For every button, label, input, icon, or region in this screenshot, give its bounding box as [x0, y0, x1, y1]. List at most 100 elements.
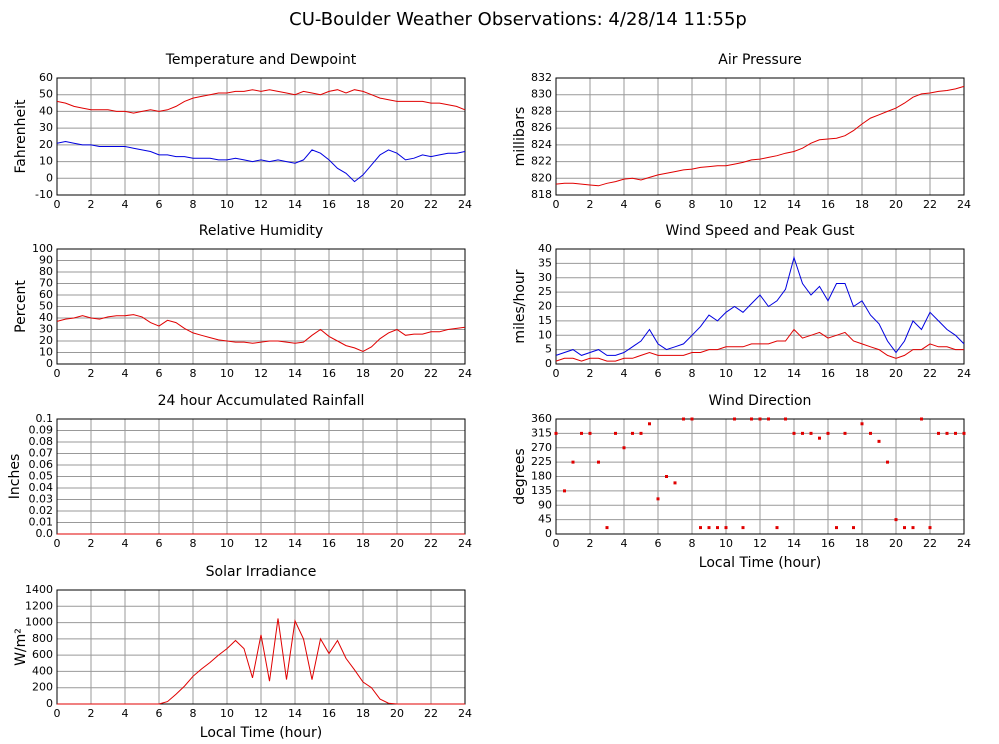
chart-title: Air Pressure [718, 52, 801, 68]
y-tick-label: 90 [39, 254, 53, 267]
scatter-point [690, 417, 694, 421]
x-tick-label: 12 [254, 367, 268, 380]
scatter-point [962, 431, 966, 435]
x-tick-label: 14 [288, 367, 302, 380]
scatter-point [911, 526, 915, 530]
x-tick-label: 16 [322, 367, 336, 380]
x-tick-label: 6 [655, 367, 662, 380]
scatter-point [639, 431, 643, 435]
y-tick-label: 30 [538, 271, 552, 284]
x-tick-label: 6 [655, 537, 662, 550]
y-tick-label: 50 [39, 300, 53, 313]
x-tick-label: 0 [54, 367, 61, 380]
x-tick-label: 2 [587, 198, 594, 211]
y-tick-label: 30 [39, 121, 53, 134]
x-tick-label: 18 [356, 367, 370, 380]
y-tick-label: 10 [39, 155, 53, 168]
y-tick-label: 5 [545, 343, 552, 356]
y-tick-label: 820 [531, 171, 552, 184]
y-tick-label: 225 [531, 455, 552, 468]
x-tick-label: 0 [54, 707, 61, 720]
scatter-point [954, 431, 957, 435]
y-tick-label: 135 [531, 484, 552, 497]
x-tick-label: 8 [689, 367, 696, 380]
y-tick-label: 0.06 [29, 458, 54, 471]
scatter-point [597, 460, 600, 464]
series-line [56, 89, 466, 114]
y-axis-label: W/m² [13, 628, 29, 666]
y-tick-label: 0.04 [29, 481, 54, 494]
y-tick-label: 35 [538, 256, 552, 269]
scatter-point [843, 431, 847, 435]
x-tick-label: 18 [356, 198, 370, 211]
scatter-point [877, 439, 881, 443]
y-tick-label: 1400 [25, 583, 53, 596]
scatter-point [733, 417, 736, 421]
scatter-point [928, 526, 932, 530]
x-tick-label: 10 [719, 537, 733, 550]
chart-title: Solar Irradiance [206, 564, 317, 580]
scatter-point [571, 460, 575, 464]
y-tick-label: 30 [39, 323, 53, 336]
scatter-point [835, 526, 838, 530]
y-tick-label: 60 [39, 71, 53, 84]
scatter-point [792, 431, 796, 435]
scatter-point [554, 431, 558, 435]
y-tick-label: 822 [531, 155, 552, 168]
y-tick-label: 40 [39, 311, 53, 324]
x-tick-label: 4 [122, 198, 129, 211]
x-tick-label: 20 [390, 198, 404, 211]
x-tick-label: 24 [957, 198, 971, 211]
chart-title: Relative Humidity [199, 223, 323, 239]
scatter-point [750, 417, 753, 421]
series-line [56, 140, 466, 183]
x-tick-label: 16 [322, 198, 336, 211]
x-tick-label: 16 [322, 707, 336, 720]
y-tick-label: 100 [32, 242, 53, 255]
x-tick-label: 16 [821, 367, 835, 380]
x-tick-label: 18 [356, 707, 370, 720]
x-tick-label: 14 [787, 367, 801, 380]
x-tick-label: 20 [889, 367, 903, 380]
x-axis-label: Local Time (hour) [200, 725, 322, 741]
scatter-point [716, 526, 719, 530]
scatter-point [937, 431, 940, 435]
y-axis-label: Fahrenheit [13, 99, 29, 174]
plot-frame [56, 248, 466, 365]
y-axis-label: miles/hour [512, 269, 528, 343]
x-tick-label: 2 [88, 707, 95, 720]
x-tick-label: 10 [220, 537, 234, 550]
x-axis-label: Local Time (hour) [699, 555, 821, 571]
x-tick-label: 22 [923, 367, 937, 380]
y-tick-label: 0.1 [36, 412, 54, 425]
scatter-point [614, 431, 617, 435]
x-tick-label: 18 [855, 537, 869, 550]
y-tick-label: 20 [39, 334, 53, 347]
y-tick-label: 828 [531, 104, 552, 117]
y-tick-label: -10 [35, 188, 53, 201]
x-tick-label: 18 [855, 198, 869, 211]
x-tick-label: 24 [458, 707, 472, 720]
x-tick-label: 16 [322, 537, 336, 550]
x-tick-label: 22 [424, 367, 438, 380]
x-tick-label: 20 [889, 198, 903, 211]
x-tick-label: 6 [156, 198, 163, 211]
scatter-point [826, 431, 830, 435]
x-tick-label: 18 [855, 367, 869, 380]
x-tick-label: 0 [553, 198, 560, 211]
x-tick-label: 2 [587, 367, 594, 380]
x-tick-label: 14 [288, 707, 302, 720]
y-tick-label: 800 [32, 632, 53, 645]
x-tick-label: 22 [424, 537, 438, 550]
y-tick-label: 0 [46, 697, 53, 710]
scatter-point [894, 518, 898, 522]
x-tick-label: 8 [190, 198, 197, 211]
scatter-point [818, 436, 821, 440]
y-tick-label: 270 [531, 441, 552, 454]
x-tick-label: 16 [821, 198, 835, 211]
y-tick-label: 0 [46, 357, 53, 370]
y-axis-label: Inches [7, 454, 23, 499]
x-tick-label: 12 [254, 537, 268, 550]
scatter-point [869, 431, 872, 435]
y-tick-label: 20 [39, 138, 53, 151]
